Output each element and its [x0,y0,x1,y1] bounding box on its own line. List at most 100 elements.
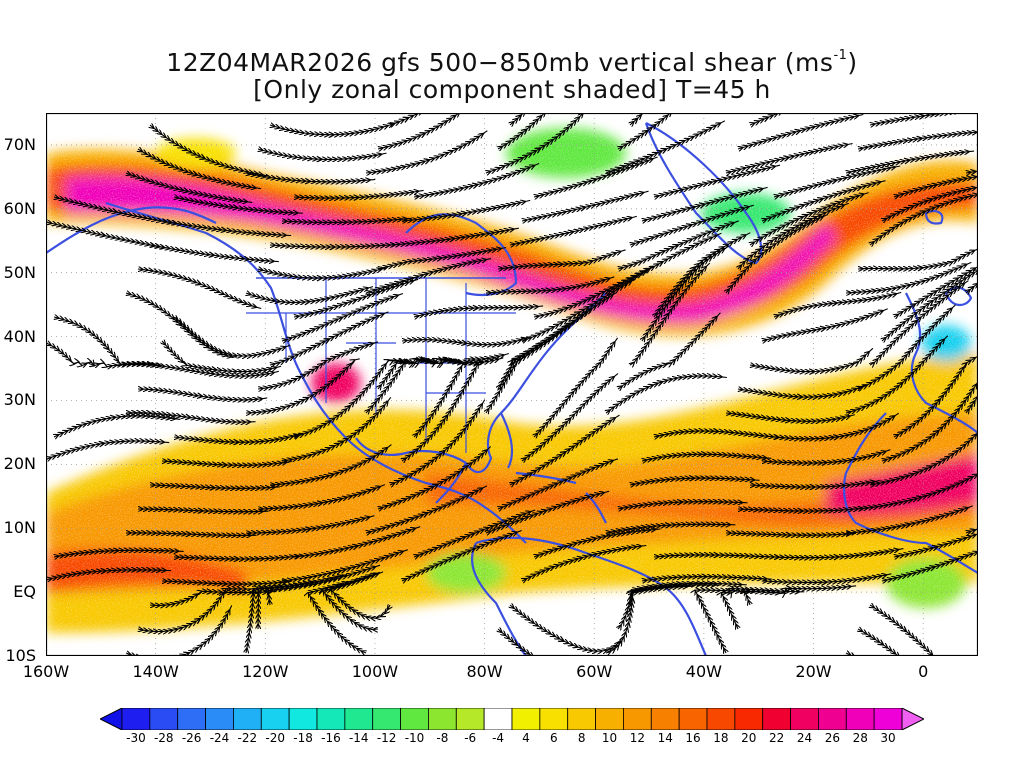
colorbar-cell [428,708,457,730]
streamline-arrow [660,147,668,155]
streamline-arrow [471,182,479,190]
lat-label: 10N [3,518,36,538]
streamline-arrow [98,440,106,448]
streamline-arrow [220,226,228,234]
streamline-arrow [327,472,335,479]
colorbar-tick-label: -20 [265,731,285,745]
streamline [966,171,978,173]
colorbar-tick-label: -30 [126,731,146,745]
colorbar-tick-label: 12 [629,731,645,745]
streamline [858,629,903,656]
colorbar-tick-label: 22 [769,731,785,745]
streamline-arrow [833,553,841,561]
streamline [846,653,859,656]
streamline-arrow [221,461,229,469]
colorbar-tick-label: 18 [713,731,729,745]
colorbar-tick-label: -18 [293,731,313,745]
colorbar-cell [372,708,401,730]
streamline-arrow [337,440,345,447]
streamline-arrow [511,639,519,646]
streamline-arrow [185,530,193,538]
streamline-arrow [713,551,721,559]
map-subtitle: [Only zonal component shaded] T=45 h [253,75,771,104]
lon-label: 20W [795,662,832,681]
colorbar-tick-label: 24 [796,731,813,745]
streamline-arrow [783,155,791,162]
colorbar-tick-label: 14 [657,731,673,745]
streamline-arrow [100,567,108,575]
streamline-arrow [794,128,802,136]
streamline-arrow [209,484,217,491]
streamline-arrow [233,555,241,563]
streamline-arrow [590,536,598,543]
colorbar-cell [455,708,485,730]
colorbar-cell [539,708,569,730]
colorbar-cell [790,708,819,730]
lat-label: 40N [3,326,36,346]
colorbar-tick-label: -4 [492,731,505,745]
colorbar-tick-label: 26 [824,731,840,745]
colorbar-cell [344,708,374,730]
streamline-arrow [669,358,677,366]
colorbar-cell [873,708,903,730]
colorbar-cell [149,708,179,730]
colorbar-tick-label: 8 [577,731,586,745]
colorbar-tick-label: -16 [321,731,341,745]
streamline-arrow [712,427,720,435]
colorbar-cell [650,708,680,730]
streamline-arrow [832,433,840,441]
streamline-arrow [423,158,431,165]
colorbar-tick-label: -8 [436,731,449,745]
lon-label: 160W [22,662,70,681]
streamline-arrow [590,177,598,184]
streamline [870,605,935,656]
lat-label: EQ [13,582,36,602]
streamline [882,550,978,581]
colorbar-cell [316,708,346,730]
streamline-arrow [579,205,587,212]
streamline-arrow [700,450,708,458]
colorbar-cell [818,708,847,730]
streamline-arrow [628,596,636,604]
colorbar-tick-label: 6 [549,731,558,745]
streamline-arrow [316,500,324,507]
lon-label: 60W [576,662,613,681]
streamline-arrow [821,459,829,467]
colorbar-cell [595,708,624,730]
streamline-arrow [576,555,584,563]
colorbar-tick-label: 10 [601,731,618,745]
colorbar-cell [483,708,513,730]
streamline-arrow [233,438,240,446]
colorbar-cell [400,708,429,730]
streamline [858,132,978,149]
colorbar-tick-label: -14 [348,731,369,745]
streamlines [46,113,978,656]
streamline-arrow [710,178,719,186]
streamline-arrow [785,531,793,539]
streamline-arrow [196,392,204,400]
colorbar-tick-label: 16 [685,731,701,745]
streamline-arrow [460,339,468,347]
streamline-arrow [109,414,117,422]
lon-label: 40W [685,662,722,681]
streamline-arrow [676,498,684,506]
streamline-arrow [851,652,855,656]
lat-label: 20N [3,454,36,474]
colorbar-tick-label: -24 [209,731,230,745]
streamline-arrow [515,358,523,365]
colorbar-tick-label: -6 [464,731,477,745]
colorbar-tick-label: -22 [237,731,258,745]
lat-label: 10S [5,646,36,665]
streamline-arrow [352,543,360,551]
colorbar-tick-label: -26 [181,731,202,745]
streamline-arrow [184,413,192,421]
streamline-arrow [819,325,827,333]
streamline-arrow [551,482,559,489]
colorbar-low-triangle [100,708,123,730]
colorbar-cell [567,708,596,730]
colorbar-cell [288,708,318,730]
streamline-arrow [472,304,480,312]
streamline [870,193,978,245]
streamline-arrow [929,565,937,572]
streamline-arrow [318,608,325,616]
